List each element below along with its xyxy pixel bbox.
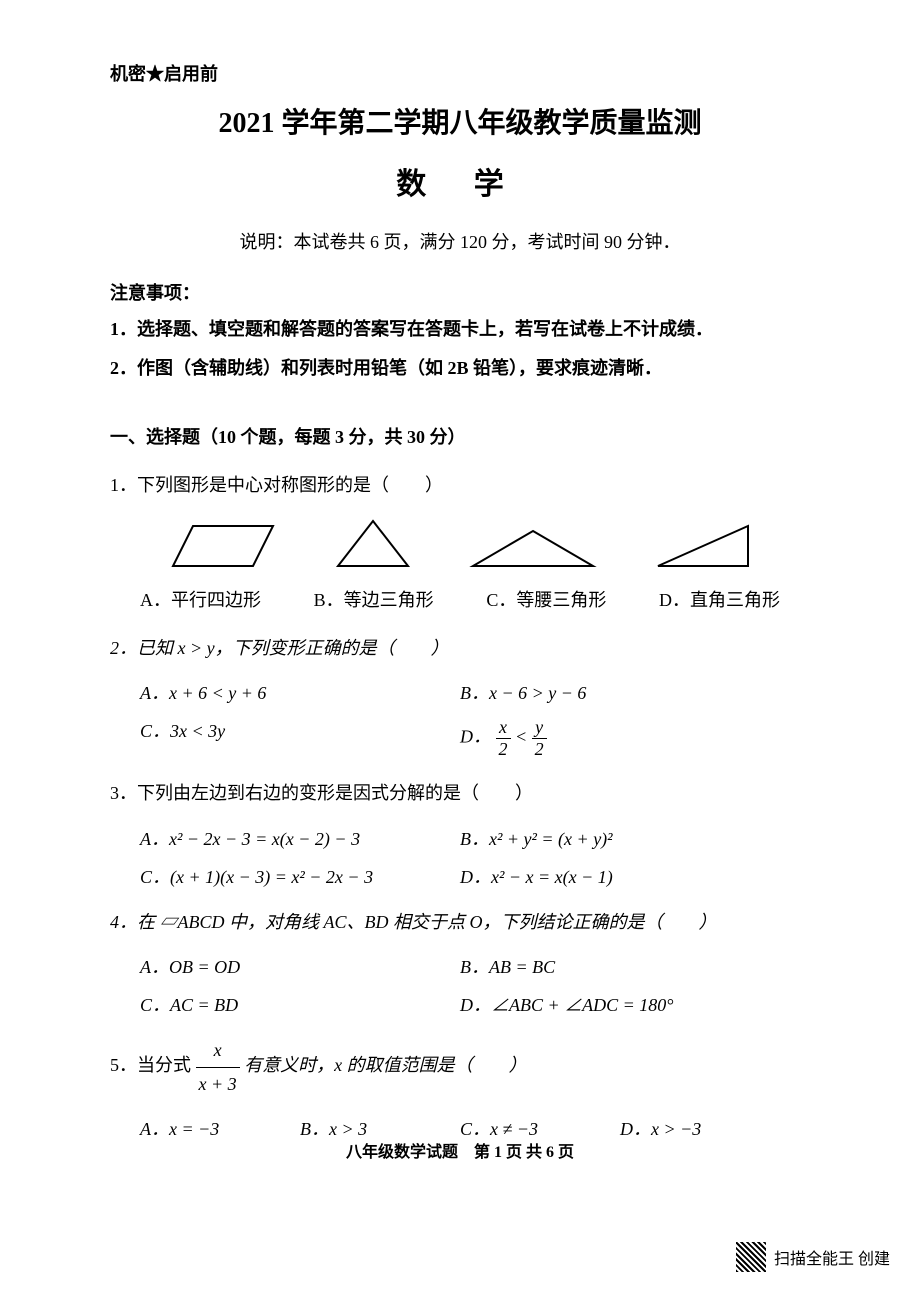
q3-option-b: B．x² + y² = (x + y)² — [460, 825, 780, 851]
q3-option-a: A．x² − 2x − 3 = x(x − 2) − 3 — [140, 825, 460, 851]
watermark: 扫描全能王 创建 — [736, 1242, 890, 1272]
q4-options: A．OB = OD B．AB = BC C．AC = BD D．∠ABC + ∠… — [140, 953, 780, 1029]
watermark-text: 扫描全能王 创建 — [774, 1245, 890, 1269]
parallelogram-icon — [168, 521, 278, 571]
q4-option-a: A．OB = OD — [140, 953, 460, 979]
q4-option-d: D．∠ABC + ∠ADC = 180° — [460, 991, 780, 1017]
question-4: 4．在 ▱ABCD 中，对角线 AC、BD 相交于点 O，下列结论正确的是（ ） — [110, 906, 810, 938]
notice-item-1: 1．选择题、填空题和解答题的答案写在答题卡上，若写在试卷上不计成绩． — [110, 315, 810, 344]
q1-option-c: C．等腰三角形 — [486, 586, 606, 612]
q2-options: A．x + 6 < y + 6 B．x − 6 > y − 6 C．3x < 3… — [140, 679, 780, 772]
q1-option-b: B．等边三角形 — [314, 586, 434, 612]
question-5: 5．当分式 xx + 3 有意义时，x 的取值范围是（ ） — [110, 1034, 810, 1100]
q1-option-d: D．直角三角形 — [659, 586, 780, 612]
q3-option-c: C．(x + 1)(x − 3) = x² − 2x − 3 — [140, 863, 460, 889]
subject-label: 数 学 — [110, 159, 810, 203]
question-3: 3．下列由左边到右边的变形是因式分解的是（ ） — [110, 777, 810, 809]
q2-option-c: C．3x < 3y — [140, 717, 460, 760]
page-footer: 八年级数学试题 第 1 页 共 6 页 — [0, 1138, 920, 1162]
equilateral-triangle-icon — [333, 516, 413, 571]
confidential-label: 机密★启用前 — [110, 60, 810, 86]
q4-option-c: C．AC = BD — [140, 991, 460, 1017]
q1-options: A．平行四边形 B．等边三角形 C．等腰三角形 D．直角三角形 — [140, 586, 780, 612]
q1-option-a: A．平行四边形 — [140, 586, 261, 612]
exam-description: 说明：本试卷共 6 页，满分 120 分，考试时间 90 分钟． — [110, 228, 810, 254]
question-2: 2．已知 x > y，下列变形正确的是（ ） — [110, 632, 810, 664]
q2-option-d: D． x2 < y2 — [460, 717, 780, 760]
right-triangle-icon — [653, 521, 753, 571]
section-1-header: 一、选择题（10 个题，每题 3 分，共 30 分） — [110, 423, 810, 449]
notice-item-2: 2．作图（含辅助线）和列表时用铅笔（如 2B 铅笔），要求痕迹清晰． — [110, 354, 810, 383]
notice-header: 注意事项： — [110, 279, 810, 305]
qr-code-icon — [736, 1242, 766, 1272]
question-1: 1．下列图形是中心对称图形的是（ ） — [110, 469, 810, 501]
q1-shapes — [140, 516, 780, 571]
q3-option-d: D．x² − x = x(x − 1) — [460, 863, 780, 889]
q2-option-a: A．x + 6 < y + 6 — [140, 679, 460, 705]
q4-option-b: B．AB = BC — [460, 953, 780, 979]
isosceles-triangle-icon — [468, 526, 598, 571]
q3-options: A．x² − 2x − 3 = x(x − 2) − 3 B．x² + y² =… — [140, 825, 780, 901]
q2-option-b: B．x − 6 > y − 6 — [460, 679, 780, 705]
exam-title: 2021 学年第二学期八年级教学质量监测 — [110, 101, 810, 141]
